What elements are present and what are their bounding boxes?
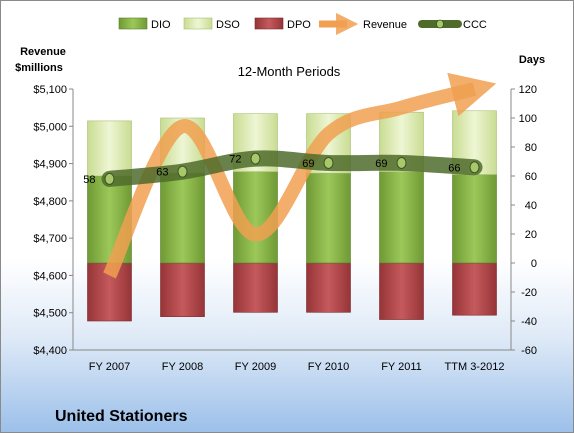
chart-bars xyxy=(87,110,497,322)
ccc-point xyxy=(323,156,334,169)
ccc-data-label: 63 xyxy=(156,167,168,179)
left-tick-label: $4,800 xyxy=(33,196,67,208)
left-tick-label: $4,500 xyxy=(33,308,67,320)
dpo-bar xyxy=(233,262,278,313)
chart-title: 12-Month Periods xyxy=(238,64,341,79)
legend-marker xyxy=(436,19,444,29)
ccc-point xyxy=(469,161,480,174)
ccc-data-label: 66 xyxy=(448,162,460,174)
company-name: United Stationers xyxy=(55,408,188,425)
legend-swatch xyxy=(254,17,284,30)
dso-bar xyxy=(87,120,132,177)
left-axis-title-line1: Revenue xyxy=(20,46,66,58)
right-tick-label: 80 xyxy=(525,142,537,154)
legend-label: DIO xyxy=(151,19,171,31)
right-tick-label: 0 xyxy=(531,258,537,270)
right-tick-label: 120 xyxy=(519,84,537,96)
x-tick-label: FY 2009 xyxy=(235,361,276,373)
dio-bar xyxy=(379,171,424,264)
ccc-data-label: 72 xyxy=(229,154,241,166)
legend-swatch xyxy=(183,17,213,30)
x-tick-label: TTM 3-2012 xyxy=(445,361,505,373)
ccc-point xyxy=(177,165,188,178)
right-tick-label: -40 xyxy=(521,316,537,328)
ccc-point xyxy=(104,172,115,185)
right-tick-label: -20 xyxy=(521,287,537,299)
legend-label: CCC xyxy=(463,19,487,31)
dpo-bar xyxy=(306,262,351,313)
right-tick-label: 60 xyxy=(525,171,537,183)
dpo-bar xyxy=(452,262,497,316)
legend-label: DSO xyxy=(216,19,240,31)
x-tick-label: FY 2008 xyxy=(162,361,203,373)
dio-bar xyxy=(160,172,205,264)
left-tick-label: $4,900 xyxy=(33,159,67,171)
left-tick-label: $4,600 xyxy=(33,270,67,282)
chart-legend: DIO DSO DPO Revenue CCC xyxy=(118,12,487,36)
ccc-data-label: 58 xyxy=(83,174,95,186)
x-tick-label: FY 2007 xyxy=(89,361,130,373)
dio-bar xyxy=(306,172,351,264)
revenue-line xyxy=(103,72,497,279)
chart-axes: $4,400 $4,500 $4,600 $4,700 $4,800 $4,900 $5,0… xyxy=(33,84,537,373)
left-axis-title-line2: $millions xyxy=(15,62,63,74)
left-tick-label: $5,100 xyxy=(33,84,67,96)
chart-lines: 58 63 72 69 69 66 xyxy=(83,72,497,279)
ccc-data-label: 69 xyxy=(302,158,314,170)
left-tick-label: $4,700 xyxy=(33,233,67,245)
ccc-line xyxy=(101,150,483,187)
ccc-data-label: 69 xyxy=(375,158,387,170)
ccc-point xyxy=(250,152,261,165)
x-tick-label: FY 2011 xyxy=(381,361,422,373)
right-axis-title: Days xyxy=(519,54,545,66)
right-tick-label: 20 xyxy=(525,229,537,241)
dpo-bar xyxy=(160,262,205,317)
left-tick-label: $4,400 xyxy=(33,345,67,357)
right-tick-label: -60 xyxy=(521,345,537,357)
left-tick-label: $5,000 xyxy=(33,121,67,133)
dio-bar xyxy=(452,174,497,264)
legend-label: Revenue xyxy=(363,19,407,31)
legend-swatch xyxy=(118,17,148,30)
ccc-point xyxy=(396,156,407,169)
dpo-bar xyxy=(379,262,424,320)
right-tick-label: 100 xyxy=(519,113,537,125)
right-tick-label: 40 xyxy=(525,200,537,212)
legend-label: DPO xyxy=(287,19,311,31)
x-tick-label: FY 2010 xyxy=(308,361,349,373)
